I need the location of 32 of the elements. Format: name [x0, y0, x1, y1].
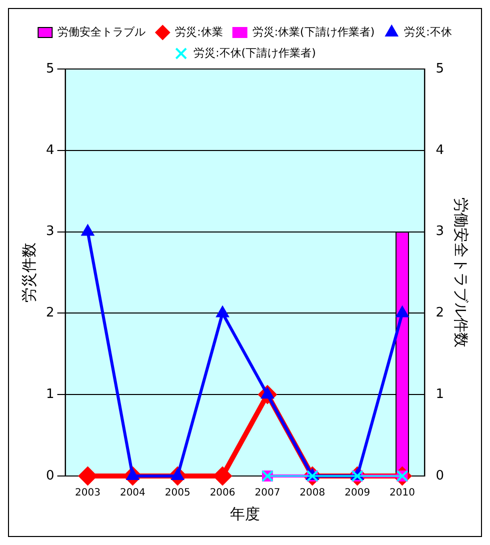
y2-tick-label: 5 [436, 61, 444, 76]
y2-tick-label: 2 [436, 306, 444, 321]
point [216, 306, 230, 318]
x-tick-label: 2008 [300, 488, 326, 499]
x-tick-label: 2007 [254, 488, 280, 499]
y2-axis-title: 労働安全トラブル件数 [452, 198, 470, 348]
y-tick-label: 3 [46, 224, 54, 240]
y2-tick-label: 4 [436, 142, 444, 158]
y2-tick-label: 0 [436, 468, 444, 484]
x-tick-label: 2004 [120, 488, 146, 499]
x-tick-label: 2010 [390, 488, 415, 499]
point [396, 306, 409, 318]
legend-label: 労災:休業(下請け作業者) [252, 25, 375, 38]
legend-label: 労災:不休(下請け作業者) [194, 46, 316, 60]
x-tick-label: 2005 [164, 488, 190, 499]
y-tick-label: 0 [46, 468, 54, 484]
y-tick-label: 5 [46, 61, 54, 76]
y-axis-title: 労災件数 [20, 242, 38, 302]
y2-tick-label: 1 [436, 386, 444, 402]
legend-label: 労災:休業 [175, 25, 223, 38]
x-tick-label: 2006 [210, 488, 236, 499]
x-tick-label: 2009 [344, 488, 370, 499]
x-axis-title: 年度 [230, 504, 260, 523]
legend-label: 労災:不休 [404, 25, 452, 38]
y2-tick-label: 3 [436, 224, 444, 240]
x-tick-label: 2003 [75, 488, 100, 499]
y-tick-label: 2 [46, 306, 54, 321]
legend-label: 労働安全トラブル [58, 25, 146, 38]
point [213, 466, 232, 486]
y-tick-label: 4 [46, 142, 54, 158]
point [81, 224, 94, 236]
y-tick-label: 1 [46, 386, 54, 402]
